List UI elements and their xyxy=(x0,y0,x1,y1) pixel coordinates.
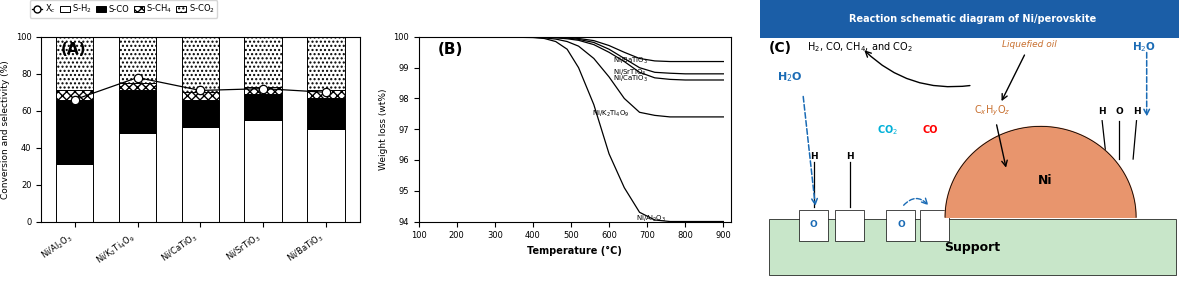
Bar xyxy=(308,98,345,129)
Bar xyxy=(119,90,157,133)
Text: H$_2$O: H$_2$O xyxy=(1132,40,1155,54)
Bar xyxy=(119,37,157,83)
Legend: X$_c$, S-H$_2$, S-CO, S-CH$_4$, S-CO$_2$: X$_c$, S-H$_2$, S-CO, S-CH$_4$, S-CO$_2$ xyxy=(29,1,217,18)
Bar xyxy=(55,164,93,222)
FancyBboxPatch shape xyxy=(920,210,949,241)
FancyBboxPatch shape xyxy=(760,0,1179,38)
Text: H: H xyxy=(1099,106,1106,116)
FancyBboxPatch shape xyxy=(835,210,864,241)
Bar xyxy=(308,37,345,90)
Bar xyxy=(119,83,157,90)
Text: O: O xyxy=(898,220,905,229)
Text: Ni/SrTiO$_3$: Ni/SrTiO$_3$ xyxy=(613,68,646,78)
Text: O: O xyxy=(810,220,817,229)
FancyBboxPatch shape xyxy=(769,219,1177,275)
Bar xyxy=(244,94,282,120)
X-axis label: Temperature (°C): Temperature (°C) xyxy=(527,246,623,256)
Text: H: H xyxy=(847,152,855,161)
Text: (C): (C) xyxy=(769,41,792,55)
Bar xyxy=(119,133,157,222)
Bar xyxy=(182,92,219,100)
Text: C$_x$H$_y$O$_z$: C$_x$H$_y$O$_z$ xyxy=(974,104,1010,118)
Bar xyxy=(182,37,219,92)
Y-axis label: Conversion and selectivity (%): Conversion and selectivity (%) xyxy=(1,60,11,199)
Text: Ni/CaTiO$_3$: Ni/CaTiO$_3$ xyxy=(613,74,648,84)
Text: H$_2$O: H$_2$O xyxy=(777,70,803,83)
Bar xyxy=(308,90,345,98)
Text: (B): (B) xyxy=(437,42,462,57)
Text: H: H xyxy=(1133,106,1140,116)
Text: Ni/K$_2$Ti$_4$O$_9$: Ni/K$_2$Ti$_4$O$_9$ xyxy=(592,109,630,119)
Bar xyxy=(244,37,282,87)
Text: CO$_2$: CO$_2$ xyxy=(877,124,898,137)
Text: CO: CO xyxy=(922,126,938,135)
Text: (A): (A) xyxy=(60,42,86,57)
Bar xyxy=(308,129,345,222)
FancyBboxPatch shape xyxy=(798,210,829,241)
Text: H: H xyxy=(810,152,817,161)
Text: O: O xyxy=(1115,106,1122,116)
Bar xyxy=(55,100,93,164)
Text: Ni: Ni xyxy=(1038,174,1052,187)
Text: Ni/BaTiO$_3$: Ni/BaTiO$_3$ xyxy=(613,56,648,66)
Text: Support: Support xyxy=(944,241,1001,254)
FancyBboxPatch shape xyxy=(885,210,915,241)
Text: Reaction schematic diagram of Ni/perovskite: Reaction schematic diagram of Ni/perovsk… xyxy=(849,14,1096,24)
Y-axis label: Weight loss (wt%): Weight loss (wt%) xyxy=(378,89,388,170)
Bar xyxy=(182,127,219,222)
Bar xyxy=(244,87,282,94)
Text: Liquefied oil: Liquefied oil xyxy=(1002,40,1058,49)
Text: Ni/Al$_2$O$_3$: Ni/Al$_2$O$_3$ xyxy=(635,214,666,224)
Polygon shape xyxy=(946,126,1137,217)
Bar xyxy=(55,90,93,100)
Bar xyxy=(55,37,93,90)
Bar xyxy=(244,120,282,222)
Text: H$_2$, CO, CH$_4$, and CO$_2$: H$_2$, CO, CH$_4$, and CO$_2$ xyxy=(808,40,913,54)
Bar xyxy=(182,100,219,127)
